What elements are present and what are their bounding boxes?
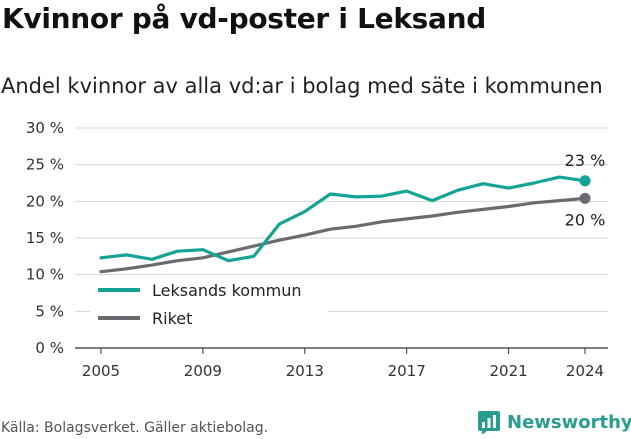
y-tick-label: 20 % [26,192,64,210]
series-end-label-1: 20 % [565,210,606,229]
legend-background [90,277,328,333]
series-line-1 [99,196,587,274]
x-tick-label: 2013 [286,362,324,380]
x-tick-label: 2009 [184,362,222,380]
chart-subtitle: Andel kvinnor av alla vd:ar i bolag med … [1,74,603,98]
chart-title: Kvinnor på vd-poster i Leksand [2,2,487,35]
x-tick-label: 2021 [489,362,527,380]
x-tick-label: 2024 [566,362,604,380]
series-end-point-0 [579,175,591,187]
series-end-label-0: 23 % [565,151,606,170]
y-tick-label: 25 % [26,156,64,174]
legend-label-1: Riket [152,309,192,328]
x-tick-label: 2017 [388,362,426,380]
newsworthy-logo-icon [478,411,500,434]
brand-name: Newsworthy [507,411,631,433]
y-tick-label: 15 % [26,229,64,247]
series-end-point-1 [579,192,591,204]
source-note: Källa: Bolagsverket. Gäller aktiebolag. [1,420,269,436]
line-chart: 0 % 5 % 10 % 15 % 20 % 25 % 30 % 2005 2009 2013 20… [26,119,608,380]
series-line-0 [99,175,587,263]
brand-logo: Newsworthy [477,410,631,434]
y-tick-label: 10 % [26,266,64,284]
x-tick-label: 2005 [82,362,120,380]
y-tick-label: 30 % [26,119,64,137]
y-tick-label: 5 % [35,302,64,320]
y-tick-label: 0 % [35,339,64,357]
legend-label-0: Leksands kommun [152,281,302,300]
